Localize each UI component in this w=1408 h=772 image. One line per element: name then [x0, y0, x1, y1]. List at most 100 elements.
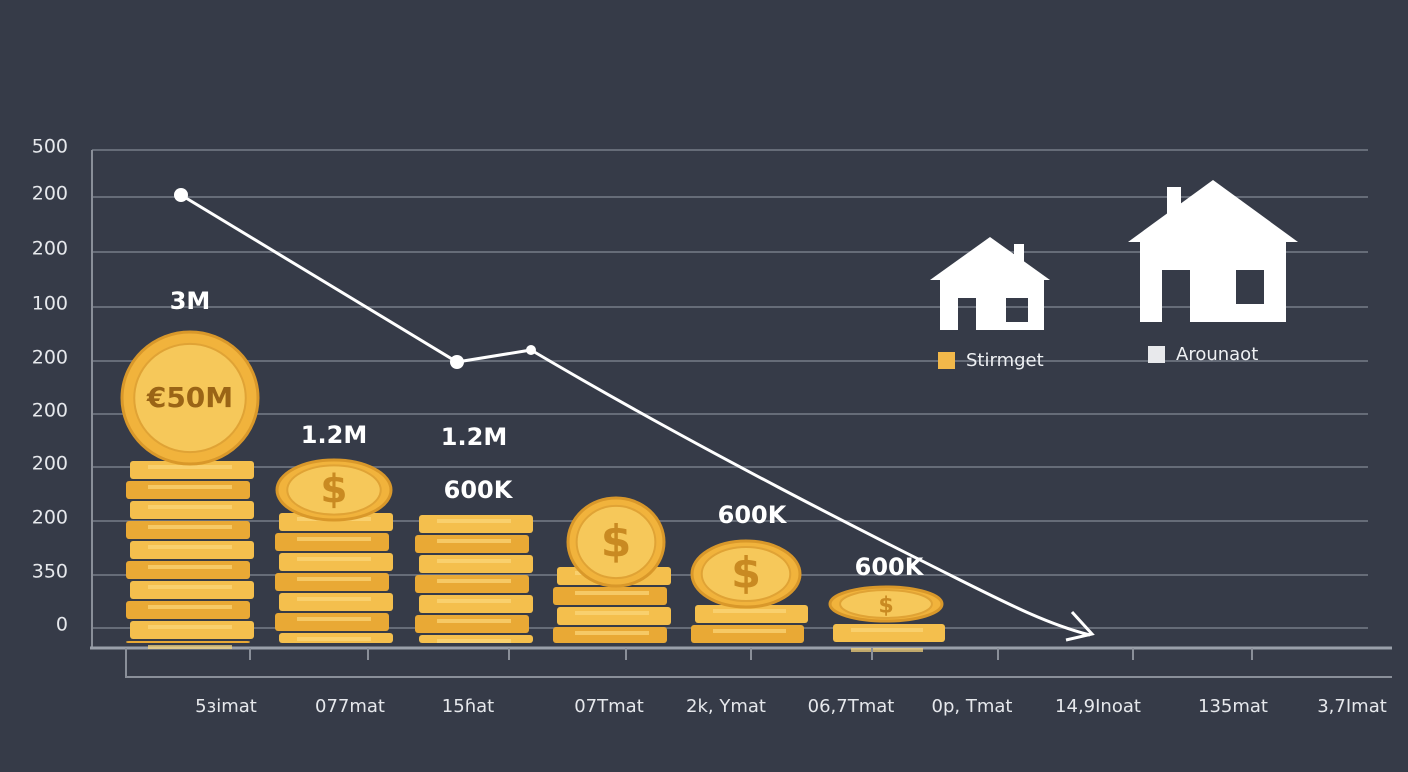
coin-symbol: $ [731, 549, 761, 599]
y-tick-label: 200 [32, 238, 68, 260]
coin-slab-shine [148, 485, 232, 489]
coin-slab [126, 641, 250, 643]
coin-slab-shine [437, 559, 511, 563]
y-tick-label: 200 [32, 347, 68, 369]
data-label: 600K [718, 501, 788, 529]
coin-slab-shine [297, 597, 371, 601]
legend-label: Arounaot [1176, 344, 1258, 365]
coin-slab [130, 541, 254, 559]
coin-slab [275, 613, 389, 631]
coin-slab-shine [148, 565, 232, 569]
coin-slab [415, 575, 529, 593]
y-tick-label: 200 [32, 507, 68, 529]
x-tick-label: 07Tmat [574, 696, 644, 717]
coin-slab-shine [437, 599, 511, 603]
coin-slab [419, 515, 533, 533]
coin-face [700, 545, 792, 603]
coin-symbol: $ [320, 468, 347, 513]
coin-slab [126, 481, 250, 499]
y-tick-label: 200 [32, 400, 68, 422]
coin-slab [833, 624, 945, 642]
coin-face [839, 589, 933, 619]
coin-slab-shine [297, 577, 371, 581]
coin-slab-shine [297, 537, 371, 541]
coin-slab-shine [851, 648, 923, 652]
coin-slab [126, 601, 250, 619]
line-point [526, 345, 536, 355]
coin-slab [279, 553, 393, 571]
coin-slab [130, 621, 254, 639]
x-tick-label: 135mat [1198, 696, 1268, 717]
coin-slab [275, 533, 389, 551]
x-tick-label: 077mat [315, 696, 385, 717]
coin-slab-shine [148, 625, 232, 629]
coin-slab-shine [575, 611, 649, 615]
line-point [450, 355, 464, 369]
coin-symbol: $ [601, 516, 632, 567]
coin-slab-shine [148, 505, 232, 509]
coin-slab [130, 501, 254, 519]
coin-face [133, 342, 247, 454]
legend-label: Stirmget [966, 350, 1044, 371]
y-tick-label: 0 [56, 614, 68, 636]
coin-slab-shine [437, 579, 511, 583]
coin-stacks: $ $ $ $ [120, 330, 945, 652]
line-point [174, 188, 188, 202]
coin-slab [557, 607, 671, 625]
coin-slab [275, 573, 389, 591]
data-label: 3M [170, 287, 211, 315]
house-large [1128, 180, 1298, 322]
arrow-head [1065, 610, 1095, 642]
y-tick-label: 200 [32, 453, 68, 475]
y-tick-label: 500 [32, 136, 68, 158]
x-tick-label: 15ɦat [442, 696, 494, 717]
coin-slab-shine [148, 465, 232, 469]
data-label: 600K [855, 553, 925, 581]
coin-slab-shine [437, 639, 511, 643]
coin-slab-shine [148, 525, 232, 529]
coin-slab-shine [148, 645, 232, 649]
x-tick-label: 5ɜimat [195, 696, 257, 717]
x-tick-label: 3,7Imat [1317, 696, 1387, 717]
coin-slab [691, 625, 804, 643]
coin-slab [419, 595, 533, 613]
coin-slab-shine [148, 605, 232, 609]
data-label: 600K [444, 476, 514, 504]
y-tick-label: 350 [32, 561, 68, 583]
coin-slab-shine [575, 591, 649, 595]
coin-slab [126, 561, 250, 579]
coin-slab [415, 535, 529, 553]
x-tick-label: 0p, Tmat [932, 696, 1013, 717]
coin-slab [126, 521, 250, 539]
legend-swatch [938, 352, 955, 369]
coin-slab-shine [851, 628, 923, 632]
coin-slab-shine [297, 637, 371, 641]
x-axis-frame [125, 650, 1392, 678]
coin-label: €50M [146, 381, 233, 414]
coin-slab-shine [437, 519, 511, 523]
x-tick-label: 2k, Ymat [686, 696, 766, 717]
data-label: 1.2M [441, 423, 507, 451]
coin-slab [419, 555, 533, 573]
coin-slab-shine [437, 619, 511, 623]
coin-slab [415, 615, 529, 633]
x-tick-label: 14,9Inoat [1055, 696, 1141, 717]
y-tick-label: 100 [32, 293, 68, 315]
coin-slab [130, 581, 254, 599]
data-label: 1.2M [301, 421, 367, 449]
coin-face [575, 504, 657, 580]
legend-swatch [1148, 346, 1165, 363]
coin-slab-shine [148, 585, 232, 589]
coin-slab [553, 587, 667, 605]
coin-slab-shine [713, 609, 786, 613]
coin-slab [279, 593, 393, 611]
coin-slab-shine [713, 629, 786, 633]
coin-slab-shine [297, 557, 371, 561]
trend-line [180, 193, 1091, 637]
coin-slab-shine [297, 617, 371, 621]
coin-slab-shine [437, 539, 511, 543]
coin-slab-shine [148, 545, 232, 549]
coin-symbol: $ [878, 593, 893, 619]
coin-face [286, 464, 382, 516]
